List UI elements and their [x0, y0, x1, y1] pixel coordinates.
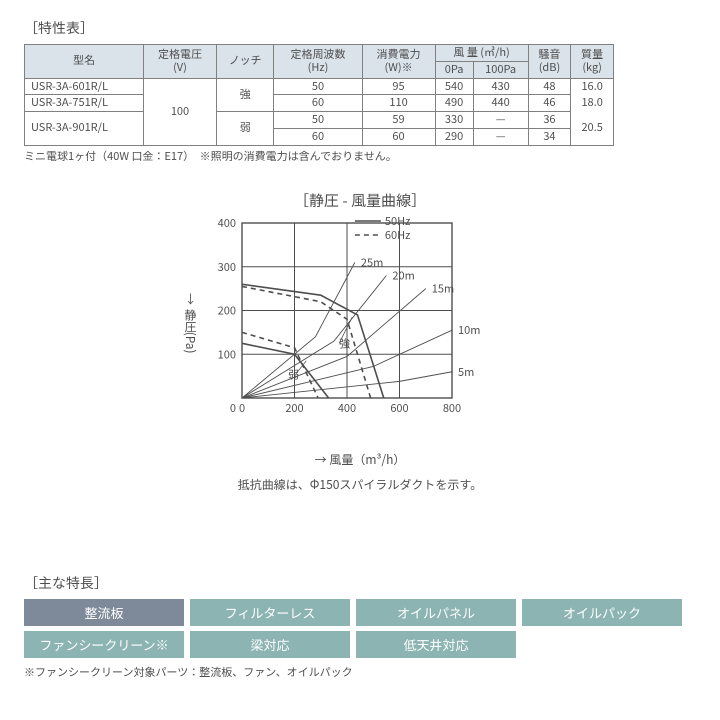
feature-pill: 整流板 [24, 599, 184, 626]
feature-pill: ファンシークリーン※ [24, 631, 184, 658]
svg-text:5m: 5m [458, 363, 474, 379]
svg-text:200: 200 [285, 400, 303, 416]
model-0: USR-3A-601R/L [25, 78, 144, 95]
h-airflow: 風 量 (㎥/h) [435, 45, 528, 62]
feature-pill: フィルターレス [190, 599, 350, 626]
y-axis-title: → 静圧(Pa) [182, 293, 199, 354]
h-mass: 質量(kg) [571, 45, 614, 79]
volt: 100 [144, 78, 217, 145]
h-100pa: 100Pa [473, 61, 528, 78]
svg-text:0: 0 [239, 400, 245, 416]
svg-text:強: 強 [339, 335, 350, 351]
mass-1: 18.0 [571, 95, 614, 112]
svg-text:200: 200 [218, 302, 236, 318]
svg-text:400: 400 [218, 215, 236, 231]
h-notch: ノッチ [216, 45, 274, 79]
feat-title: ［主な特長］ [24, 573, 696, 593]
notch-hi: 強 [216, 78, 274, 112]
h-freq: 定格周波数(Hz) [274, 45, 362, 79]
h-noise: 騒音(dB) [528, 45, 571, 79]
mass-2: 20.5 [571, 112, 614, 146]
chart-svg: 0 200 400 600 800 100 200 300 400 0 5m 10m 15m 20m 25m… [210, 215, 510, 445]
svg-text:600: 600 [390, 400, 408, 416]
svg-text:10m: 10m [458, 322, 480, 338]
notch-lo: 弱 [216, 112, 274, 146]
feat-note: ※ファンシークリーン対象パーツ：整流板、ファン、オイルパック [24, 664, 696, 680]
chart-title: ［静圧 - 風量曲線］ [24, 190, 696, 211]
spec-title: ［特性表］ [24, 18, 696, 38]
h-model: 型名 [25, 45, 144, 79]
svg-text:弱: 弱 [288, 366, 299, 382]
svg-text:0: 0 [230, 400, 236, 416]
feature-pill: オイルパック [522, 599, 682, 626]
feature-pill: 低天井対応 [356, 631, 516, 658]
svg-text:15m: 15m [432, 280, 454, 296]
feature-pill: オイルパネル [356, 599, 516, 626]
svg-text:60Hz: 60Hz [385, 227, 410, 243]
feat-row-1: 整流板フィルターレスオイルパネルオイルパック [24, 599, 696, 626]
svg-text:800: 800 [443, 400, 461, 416]
chart-caption: 抵抗曲線は、Φ150スパイラルダクトを示す。 [24, 476, 696, 493]
svg-text:100: 100 [218, 346, 236, 362]
mass-0: 16.0 [571, 78, 614, 95]
spec-note: ミニ電球1ヶ付（40W 口金：E17） ※照明の消費電力は含んでおりません。 [24, 148, 696, 164]
spec-table: 型名 定格電圧(V) ノッチ 定格周波数(Hz) 消費電力(W)※ 風 量 (㎥… [24, 44, 614, 146]
h-power: 消費電力(W)※ [362, 45, 435, 79]
h-volt: 定格電圧(V) [144, 45, 217, 79]
svg-text:20m: 20m [392, 267, 414, 283]
model-1: USR-3A-751R/L [25, 95, 144, 112]
svg-text:300: 300 [218, 258, 236, 274]
feature-pill: 梁対応 [190, 631, 350, 658]
feat-row-2: ファンシークリーン※梁対応低天井対応 [24, 631, 696, 658]
svg-text:400: 400 [338, 400, 356, 416]
model-2: USR-3A-901R/L [25, 112, 144, 146]
svg-text:25m: 25m [361, 254, 383, 270]
h-0pa: 0Pa [435, 61, 473, 78]
x-axis-title: → 風量（m³/h） [210, 451, 510, 468]
